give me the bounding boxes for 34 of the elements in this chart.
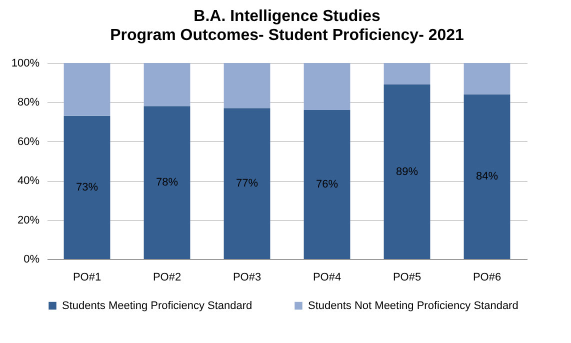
- y-tick-label: 0%: [24, 254, 40, 266]
- bar: [144, 106, 190, 259]
- x-tick-label: PO#2: [152, 272, 182, 284]
- y-tick-label: 40%: [17, 175, 40, 188]
- bar: [64, 63, 110, 116]
- bar: [384, 84, 430, 259]
- bar: [464, 63, 510, 94]
- x-tick-label: PO#5: [392, 272, 422, 284]
- x-tick-label: PO#1: [72, 272, 102, 284]
- bar: [144, 63, 190, 106]
- legend-label: Students Not Meeting Proficiency Standard: [308, 300, 518, 312]
- data-label: 89%: [396, 166, 418, 178]
- data-label: 78%: [156, 176, 178, 189]
- chart-subtitle: Program Outcomes- Student Proficiency- 2021: [110, 27, 464, 44]
- y-tick-label: 80%: [17, 96, 40, 109]
- y-tick-label: 60%: [17, 136, 40, 148]
- chart-title: B.A. Intelligence Studies: [194, 8, 380, 25]
- data-label: 77%: [236, 178, 258, 190]
- bar: [304, 63, 350, 110]
- bar: [464, 94, 510, 259]
- bar: [224, 108, 270, 259]
- legend-label: Students Meeting Proficiency Standard: [62, 300, 252, 312]
- bar: [384, 63, 430, 85]
- data-label: 73%: [76, 181, 98, 194]
- bar: [64, 116, 110, 259]
- bar: [224, 63, 270, 108]
- y-tick-label: 20%: [17, 214, 40, 226]
- bar: [304, 110, 350, 259]
- x-tick-label: PO#3: [232, 272, 262, 284]
- data-label: 76%: [316, 178, 338, 191]
- x-tick-label: PO#6: [472, 272, 502, 284]
- x-tick-label: PO#4: [312, 272, 342, 284]
- data-label: 84%: [476, 170, 498, 183]
- y-tick-label: 100%: [11, 58, 40, 70]
